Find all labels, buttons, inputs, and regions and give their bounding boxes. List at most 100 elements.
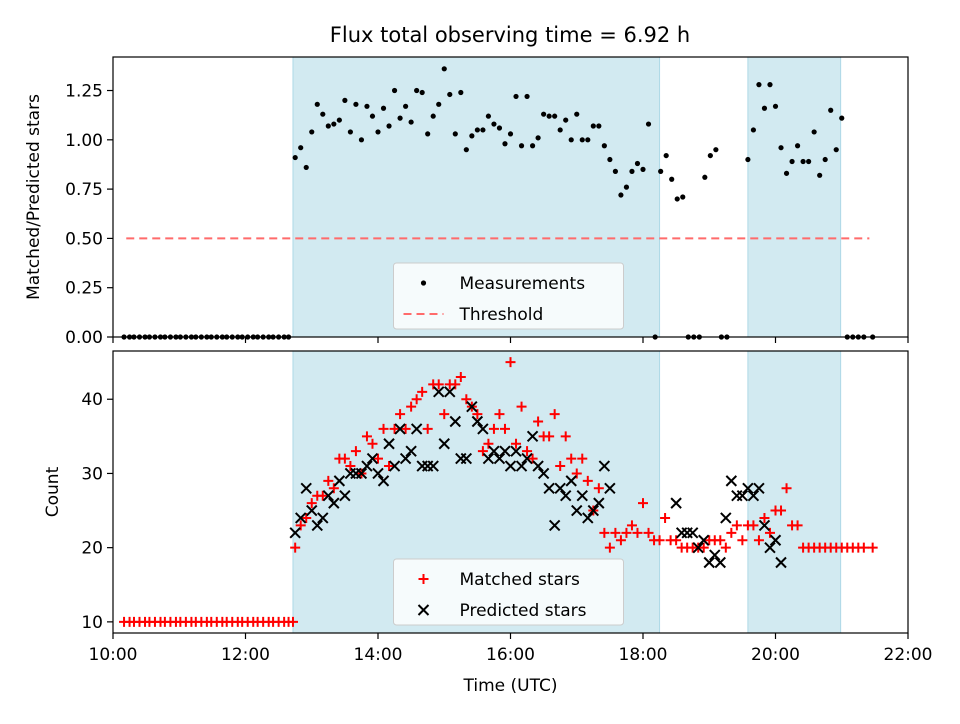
measurement-point: [447, 91, 453, 98]
predicted-star-point: [388, 460, 401, 472]
measurement-point: [557, 127, 563, 133]
matched-star-point: [301, 512, 312, 523]
predicted-star-point: [742, 482, 754, 494]
measurement-point: [568, 137, 574, 143]
matched-star-point: [599, 527, 610, 538]
measurement-point: [756, 82, 762, 88]
matched-star-point: [560, 431, 571, 442]
legend-box: [393, 262, 624, 330]
measurement-point: [391, 87, 398, 94]
measurement-point: [369, 113, 376, 119]
predicted-star-point: [670, 497, 682, 509]
measurement-point: [800, 158, 806, 165]
measurement-point: [645, 121, 652, 127]
predicted-star-point: [449, 415, 461, 428]
measurement-point: [303, 164, 309, 171]
predicted-star-point: [593, 497, 605, 509]
predicted-star-point: [460, 452, 473, 465]
matched-star-point: [615, 535, 626, 546]
legend-label: Measurements: [460, 274, 586, 294]
measurement-point: [309, 129, 315, 135]
matched-star-point: [643, 527, 654, 538]
measurement-point: [513, 93, 519, 100]
matched-star-point: [450, 379, 461, 390]
x-tick-label: 18:00: [619, 645, 668, 665]
matched-star-point: [626, 520, 637, 531]
y-tick-label: 1.25: [65, 82, 103, 102]
matched-star-point: [748, 520, 759, 531]
predicted-star-point: [543, 482, 555, 494]
predicted-star-point: [703, 556, 715, 569]
predicted-star-point: [510, 445, 522, 457]
measurement-point: [707, 152, 713, 159]
predicted-star-point: [504, 460, 517, 472]
matched-star-point: [367, 438, 378, 449]
measurement-point: [452, 131, 458, 137]
measurement-point: [546, 113, 552, 119]
matched-star-point: [361, 431, 372, 442]
matched-star-point: [290, 542, 301, 553]
matched-star-point: [577, 453, 588, 464]
measurement-point: [817, 172, 823, 178]
matched-star-point: [373, 453, 383, 464]
matched-star-point: [511, 438, 522, 449]
measurement-point: [419, 89, 425, 96]
predicted-star-point: [571, 504, 583, 517]
predicted-star-point: [515, 460, 528, 472]
matched-star-point: [632, 527, 643, 538]
matched-star-point: [638, 498, 648, 509]
matched-star-point: [858, 542, 869, 553]
y-tick-label: 0.50: [65, 229, 103, 249]
matched-star-point: [505, 357, 516, 368]
predicted-star-point: [410, 423, 423, 435]
predicted-star-point: [537, 467, 550, 480]
predicted-star-point: [405, 445, 417, 457]
measurement-point: [403, 103, 409, 109]
measurement-point: [811, 129, 817, 135]
predicted-star-point: [747, 490, 760, 502]
measurement-point: [430, 113, 436, 119]
y-axis-label: Count: [43, 466, 63, 517]
measurement-point: [607, 156, 613, 163]
matched-star-point: [671, 535, 682, 546]
y-tick-label: 10: [81, 613, 103, 633]
measurement-point: [833, 147, 839, 153]
legend-label: Threshold: [459, 305, 544, 325]
matched-star-point: [499, 423, 510, 434]
legend-label: Matched stars: [460, 570, 580, 590]
measurement-point: [680, 194, 686, 200]
measurement-point: [579, 137, 585, 143]
measurement-point: [491, 121, 497, 127]
predicted-star-point: [427, 460, 439, 472]
measurement-point: [640, 166, 646, 172]
x-tick-label: 10:00: [89, 645, 138, 665]
predicted-star-point: [582, 512, 594, 524]
predicted-star-point: [604, 482, 616, 494]
matched-star-point: [698, 542, 709, 553]
x-tick-label: 12:00: [221, 645, 270, 665]
measurement-point: [629, 168, 635, 174]
matched-star-point: [317, 490, 328, 501]
matched-star-point: [339, 453, 350, 464]
y-tick-label: 0.25: [65, 279, 103, 299]
measurement-point: [408, 119, 414, 125]
matched-star-point: [753, 535, 764, 546]
x-tick-label: 20:00: [751, 645, 800, 665]
measurement-point: [480, 127, 486, 133]
measurement-point: [458, 89, 464, 96]
matched-star-point: [527, 453, 538, 464]
measurement-point: [507, 131, 514, 137]
predicted-star-point: [317, 512, 329, 524]
matched-star-point: [488, 423, 499, 434]
predicted-star-point: [698, 534, 710, 546]
predicted-star-point: [548, 519, 561, 532]
predicted-star-point: [394, 423, 406, 435]
measurement-point: [485, 113, 492, 119]
series-matched-stars: [119, 357, 878, 627]
matched-star-point: [306, 498, 317, 509]
matched-star-point: [417, 386, 428, 397]
matched-star-point: [483, 438, 494, 449]
measurement-point: [772, 103, 779, 109]
y-tick-label: 0.75: [65, 180, 103, 200]
predicted-star-point: [328, 497, 340, 509]
